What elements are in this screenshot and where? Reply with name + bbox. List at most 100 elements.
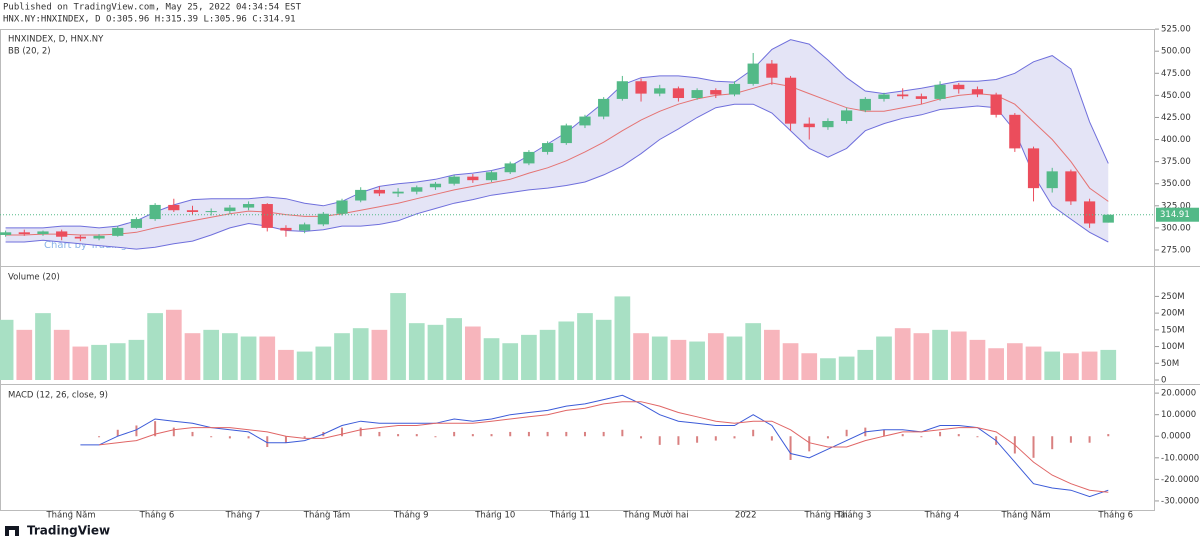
volume-bar [502,343,519,380]
histogram-bar [565,431,568,437]
candle-body [672,88,685,99]
volume-bar [764,329,780,380]
volume-bar [838,356,855,380]
line [5,103,1109,250]
histogram-bar [1051,436,1054,450]
volume-bar [1100,349,1117,380]
x-tick-label: Tháng 6 [1097,511,1133,521]
volume-bar [577,313,593,380]
volume-bar [91,344,107,380]
x-tick-label: Tháng 11 [549,511,590,521]
volume-bar [16,329,33,380]
volume-bar [595,319,612,380]
y-tick-label: 100M [1161,342,1185,352]
candle-body [168,204,180,211]
line [80,394,1109,498]
volume-bar [240,336,257,380]
histogram-bar [714,436,717,441]
candle-body [205,211,217,213]
volume-bar [950,331,967,380]
symbol-line: HNX.NY:HNXINDEX, D O:305.96 H:315.39 L:3… [3,15,296,25]
pane-subtitle: BB (20, 2) [8,47,51,57]
candle-body [392,191,404,194]
histogram-bar [845,429,848,437]
histogram-bar [808,436,811,452]
x-tick-label: Tháng 3 [836,511,872,521]
y-tick-label: 525.00 [1161,25,1191,35]
volume-bar [259,336,276,380]
y-tick-label: 300.00 [1161,223,1191,233]
x-tick-label: Tháng 7 [225,511,261,521]
volume-bar [315,346,332,380]
histogram-bar [527,431,530,437]
candle-body [859,98,871,111]
candle-body [897,94,909,97]
pane-title: Volume (20) [8,273,60,283]
histogram-bar [957,434,960,437]
histogram-bar [770,436,773,441]
candle-body [93,235,105,239]
volume-bar [820,358,836,380]
x-tick-label: Tháng Năm [45,511,95,521]
volume-bar [689,341,705,380]
candle-body [355,189,367,201]
volume-bar [670,339,687,380]
volume-bar [894,328,911,380]
candle-body [149,204,161,220]
volume-bar [1025,346,1042,380]
volume-bar [614,296,631,380]
volume-bar [857,349,874,380]
candle-body [747,63,759,84]
volume-bar [651,336,668,380]
candle-body [990,94,1002,115]
x-tick-label: Tháng Năm [1000,511,1050,521]
x-tick-label: Tháng Tám [303,511,351,521]
volume-bar [390,293,406,380]
candle-body [411,187,423,192]
candle-body [1083,201,1096,224]
histogram-bar [920,436,923,438]
candle-body [579,116,591,126]
histogram-bar [901,434,904,437]
candle-body [373,189,385,194]
volume-bar [1063,353,1079,380]
volume-bar [1044,351,1061,380]
histogram-bar [696,436,699,443]
volume-bar [278,349,294,380]
candle-body [971,89,984,95]
y-tick-label: -20.0000 [1161,475,1199,485]
x-tick-label: Tháng Mười hai [622,510,688,521]
histogram-bar [789,436,792,460]
volume-bar [707,333,724,380]
candle-body [635,81,647,94]
y-tick-label: 325.00 [1161,201,1191,211]
y-tick-label: 425.00 [1161,113,1191,123]
histogram-bar [434,436,437,438]
volume-bar [128,339,145,380]
y-tick-label: 200M [1161,309,1185,319]
histogram-bar [266,436,269,448]
candle-body [953,84,965,90]
volume-bar [0,319,14,380]
y-tick-label: 475.00 [1161,69,1191,79]
candle-body [467,176,479,181]
volume-bar [745,323,762,380]
candle-body [336,200,348,214]
line [99,401,1109,493]
candle-body [0,232,12,235]
y-tick-label: 450.00 [1161,91,1191,101]
volume-bar [876,336,892,380]
candle-body [1065,171,1077,202]
volume-bar [427,324,444,380]
y-tick-label: 50M [1161,359,1179,369]
volume-bar [1006,343,1023,380]
candle-body [74,236,86,239]
candle-body [317,213,329,225]
candle-body [429,183,442,188]
x-tick-label: Tháng 9 [393,511,429,521]
y-tick-label: 500.00 [1161,47,1191,57]
band-fill [5,39,1109,250]
candle-body [691,90,703,99]
volume-bar [464,326,481,380]
candle-body [560,125,572,144]
